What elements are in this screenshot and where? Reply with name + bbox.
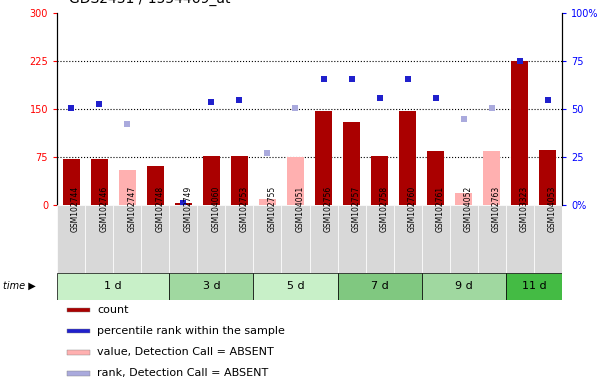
Bar <box>450 205 478 273</box>
Text: GSM104053: GSM104053 <box>548 185 557 232</box>
Text: 9 d: 9 d <box>455 281 472 291</box>
Text: 11 d: 11 d <box>522 281 546 291</box>
Bar <box>343 122 360 205</box>
Text: GSM102763: GSM102763 <box>492 186 501 232</box>
Bar <box>67 308 90 312</box>
Bar <box>371 156 388 205</box>
Text: GSM102756: GSM102756 <box>323 186 332 232</box>
Bar <box>259 199 276 205</box>
Bar <box>169 273 254 300</box>
Bar <box>281 205 310 273</box>
Text: GSM102749: GSM102749 <box>183 186 192 232</box>
Bar <box>85 205 113 273</box>
Bar <box>394 205 422 273</box>
Bar <box>427 151 444 205</box>
Text: GDS2431 / 1554469_at: GDS2431 / 1554469_at <box>69 0 231 6</box>
Text: GSM102761: GSM102761 <box>436 186 445 232</box>
Text: rank, Detection Call = ABSENT: rank, Detection Call = ABSENT <box>97 368 269 379</box>
Bar <box>113 205 141 273</box>
Bar <box>225 205 254 273</box>
Bar <box>254 273 338 300</box>
Text: 1 d: 1 d <box>105 281 122 291</box>
Text: 3 d: 3 d <box>203 281 220 291</box>
Text: count: count <box>97 305 129 315</box>
Bar <box>399 111 416 205</box>
Bar <box>119 170 136 205</box>
Bar <box>67 371 90 376</box>
Text: GSM104052: GSM104052 <box>464 186 473 232</box>
Bar <box>310 205 338 273</box>
Bar <box>57 205 85 273</box>
Bar <box>478 205 506 273</box>
Bar <box>141 205 169 273</box>
Bar <box>67 329 90 333</box>
Bar <box>231 156 248 205</box>
Bar <box>540 150 557 205</box>
Text: 5 d: 5 d <box>287 281 304 291</box>
Bar <box>534 205 562 273</box>
Bar <box>338 273 422 300</box>
Text: GSM102755: GSM102755 <box>267 186 276 232</box>
Text: GSM102757: GSM102757 <box>352 186 361 232</box>
Text: 7 d: 7 d <box>371 281 388 291</box>
Bar <box>338 205 365 273</box>
Bar <box>175 203 192 205</box>
Text: GSM102744: GSM102744 <box>71 186 80 232</box>
Bar <box>506 205 534 273</box>
Text: percentile rank within the sample: percentile rank within the sample <box>97 326 285 336</box>
Text: GSM103323: GSM103323 <box>520 186 529 232</box>
Bar <box>57 273 169 300</box>
Bar <box>422 273 506 300</box>
Bar <box>91 159 108 205</box>
Text: GSM102748: GSM102748 <box>155 186 164 232</box>
Bar <box>506 273 562 300</box>
Bar <box>315 111 332 205</box>
Text: GSM102746: GSM102746 <box>99 186 108 232</box>
Text: GSM102758: GSM102758 <box>380 186 389 232</box>
Bar <box>203 156 220 205</box>
Bar <box>169 205 197 273</box>
Bar <box>365 205 394 273</box>
Bar <box>254 205 281 273</box>
Text: GSM102760: GSM102760 <box>407 186 416 232</box>
Text: time ▶: time ▶ <box>3 281 35 291</box>
Bar <box>422 205 450 273</box>
Bar <box>197 205 225 273</box>
Text: GSM102753: GSM102753 <box>239 186 248 232</box>
Bar <box>67 350 90 354</box>
Bar <box>511 61 528 205</box>
Bar <box>147 166 163 205</box>
Bar <box>287 157 304 205</box>
Bar <box>483 151 500 205</box>
Text: value, Detection Call = ABSENT: value, Detection Call = ABSENT <box>97 347 274 358</box>
Bar <box>63 159 79 205</box>
Text: GSM104060: GSM104060 <box>212 185 221 232</box>
Text: GSM104051: GSM104051 <box>296 186 305 232</box>
Text: GSM102747: GSM102747 <box>127 186 136 232</box>
Bar <box>456 193 472 205</box>
